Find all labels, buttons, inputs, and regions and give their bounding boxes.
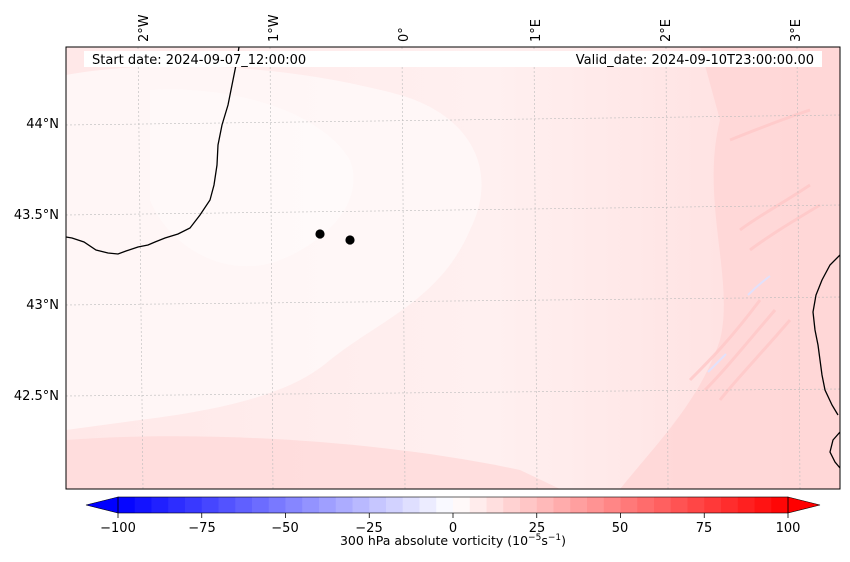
coastline-west — [66, 47, 240, 255]
colorbar-cell — [687, 497, 705, 513]
colorbar-tick-label: −75 — [188, 521, 215, 536]
colorbar-cell — [252, 497, 270, 513]
colorbar-cell — [352, 497, 370, 513]
colorbar-cell — [670, 497, 688, 513]
colorbar-label-exp1: −5 — [528, 533, 541, 543]
colorbar-label: 300 hPa absolute vorticity (10−5s−1) — [340, 533, 566, 548]
colorbar-tick-label: −50 — [271, 521, 298, 536]
lat-label: 44°N — [26, 117, 59, 132]
colorbar-tick-label: −25 — [355, 521, 382, 536]
colorbar-cell — [419, 497, 437, 513]
coastline-east-south — [829, 431, 840, 469]
colorbar-cell — [453, 497, 471, 513]
lat-label: 42.5°N — [14, 389, 59, 404]
colorbar-cell — [436, 497, 454, 513]
higher-vorticity-region — [620, 47, 840, 489]
colorbar-cell — [185, 497, 203, 513]
colorbar-cell — [134, 497, 152, 513]
colorbar-tick-label: 100 — [776, 521, 801, 536]
colorbar-cell — [553, 497, 571, 513]
colorbar-cell — [168, 497, 186, 513]
map-panel — [66, 47, 840, 489]
colorbar-cell — [637, 497, 655, 513]
colorbar-cell — [570, 497, 588, 513]
colorbar-cell — [118, 497, 136, 513]
lon-label: 1°E — [529, 19, 544, 42]
colorbar-label-mid: s — [541, 533, 548, 548]
colorbar-cell — [754, 497, 772, 513]
colorbar-cell — [386, 497, 404, 513]
valid-date-label: Valid_date: 2024-09-10T23:00:00.00 — [576, 53, 814, 68]
marker-point-1 — [315, 229, 325, 239]
colorbar-tick-label: 25 — [529, 521, 546, 536]
colorbar-cells — [118, 497, 789, 513]
colorbar-cell — [771, 497, 789, 513]
colorbar-tick-label: 75 — [696, 521, 713, 536]
colorbar-cell — [302, 497, 320, 513]
colorbar-cell — [721, 497, 739, 513]
colorbar-cell — [503, 497, 521, 513]
latitude-labels: 44°N 43.5°N 43°N 42.5°N — [14, 117, 59, 404]
colorbar-cell — [218, 497, 236, 513]
lon-label: 1°W — [267, 14, 282, 42]
colorbar-tick-label: 50 — [612, 521, 629, 536]
colorbar-label-exp2: −1 — [548, 533, 561, 543]
colorbar: −100 −75 −50 −25 0 25 50 75 100 300 hPa … — [85, 496, 821, 548]
colorbar-cell — [620, 497, 638, 513]
longitude-labels: 2°W 1°W 0° 1°E 2°E 3°E — [137, 14, 804, 42]
vorticity-streaks-blue — [707, 275, 771, 373]
colorbar-cell — [235, 497, 253, 513]
colorbar-tick-label: 0 — [449, 521, 457, 536]
colorbar-cell — [536, 497, 554, 513]
colorbar-cell — [486, 497, 504, 513]
lat-label: 43.5°N — [14, 208, 59, 223]
vorticity-streaks — [688, 108, 821, 401]
colorbar-cell — [319, 497, 337, 513]
colorbar-label-main: 300 hPa absolute vorticity (10 — [340, 533, 528, 548]
colorbar-low-extend — [85, 496, 119, 514]
colorbar-cell — [704, 497, 722, 513]
colorbar-cell — [285, 497, 303, 513]
colorbar-cell — [737, 497, 755, 513]
marker-point-2 — [345, 235, 355, 245]
colorbar-cell — [469, 497, 487, 513]
colorbar-cell — [402, 497, 420, 513]
colorbar-ticks — [117, 513, 789, 518]
colorbar-cell — [654, 497, 672, 513]
colorbar-cell — [268, 497, 286, 513]
colorbar-cell — [151, 497, 169, 513]
higher-vorticity-region-2 — [66, 436, 560, 489]
colorbar-high-extend — [787, 496, 821, 514]
gridlines — [66, 47, 840, 489]
colorbar-cell — [587, 497, 605, 513]
lon-label: 2°W — [137, 14, 152, 42]
low-vorticity-region-2 — [150, 89, 354, 267]
colorbar-label-end: ) — [561, 533, 566, 548]
coastline-east — [812, 254, 840, 416]
colorbar-cell — [335, 497, 353, 513]
map-frame — [65, 46, 841, 490]
annotation-bar — [84, 51, 822, 67]
colorbar-cell — [603, 497, 621, 513]
lon-label: 3°E — [789, 19, 804, 42]
colorbar-cell — [201, 497, 219, 513]
lon-label: 2°E — [659, 19, 674, 42]
colorbar-tick-labels: −100 −75 −50 −25 0 25 50 75 100 — [100, 521, 800, 536]
start-date-label: Start date: 2024-09-07_12:00:00 — [92, 53, 306, 68]
colorbar-cell — [520, 497, 538, 513]
colorbar-tick-label: −100 — [100, 521, 136, 536]
lon-label: 0° — [397, 27, 412, 42]
lat-label: 43°N — [26, 298, 59, 313]
colorbar-cell — [369, 497, 387, 513]
